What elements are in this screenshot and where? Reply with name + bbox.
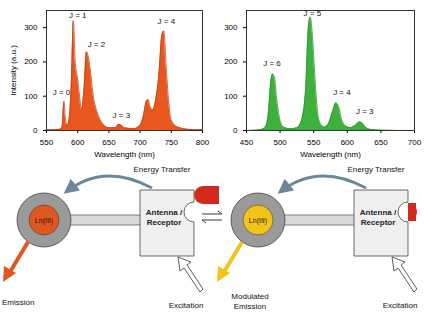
svg-text:700: 700: [408, 138, 422, 147]
svg-text:300: 300: [224, 23, 238, 32]
svg-text:J = 0: J = 0: [53, 88, 71, 97]
svg-text:Emission: Emission: [2, 298, 34, 307]
svg-text:750: 750: [165, 138, 179, 147]
svg-text:J = 1: J = 1: [69, 11, 87, 20]
svg-text:450: 450: [240, 138, 254, 147]
svg-text:650: 650: [102, 138, 116, 147]
svg-text:Antenna /: Antenna /: [360, 208, 397, 217]
svg-text:J = 6: J = 6: [263, 59, 281, 68]
svg-text:J = 5: J = 5: [304, 9, 322, 18]
svg-text:100: 100: [24, 92, 38, 101]
svg-text:J = 4: J = 4: [158, 17, 176, 26]
svg-text:100: 100: [224, 92, 238, 101]
svg-text:200: 200: [24, 57, 38, 66]
svg-text:550: 550: [40, 138, 54, 147]
svg-text:550: 550: [307, 138, 321, 147]
svg-text:650: 650: [374, 138, 388, 147]
svg-text:200: 200: [224, 57, 238, 66]
svg-text:Energy Transfer: Energy Transfer: [348, 165, 405, 174]
svg-text:J = 3: J = 3: [113, 111, 131, 120]
svg-text:Receptor: Receptor: [147, 218, 182, 227]
svg-text:Ln(III): Ln(III): [35, 217, 53, 225]
svg-text:Wavelength (nm): Wavelength (nm): [300, 150, 361, 159]
svg-text:Intensity (a.u.): Intensity (a.u.): [9, 45, 18, 96]
svg-text:0: 0: [33, 126, 38, 135]
svg-text:J = 2: J = 2: [88, 40, 106, 49]
svg-text:Energy Transfer: Energy Transfer: [134, 165, 191, 174]
svg-text:600: 600: [341, 138, 355, 147]
svg-text:0: 0: [233, 126, 238, 135]
svg-text:500: 500: [273, 138, 287, 147]
svg-text:300: 300: [24, 23, 38, 32]
svg-text:J = 3: J = 3: [356, 107, 374, 116]
svg-text:Modulated: Modulated: [231, 292, 268, 301]
svg-text:700: 700: [133, 138, 147, 147]
svg-text:Excitation: Excitation: [383, 301, 418, 310]
svg-text:800: 800: [196, 138, 210, 147]
svg-text:600: 600: [71, 138, 85, 147]
svg-text:Wavelength (nm): Wavelength (nm): [94, 150, 155, 159]
svg-text:Antenna /: Antenna /: [146, 208, 183, 217]
svg-text:Emission: Emission: [234, 302, 266, 311]
svg-text:Excitation: Excitation: [169, 301, 204, 310]
svg-text:Receptor: Receptor: [361, 218, 396, 227]
svg-text:Ln(III): Ln(III): [249, 217, 267, 225]
svg-text:J = 4: J = 4: [333, 88, 351, 97]
